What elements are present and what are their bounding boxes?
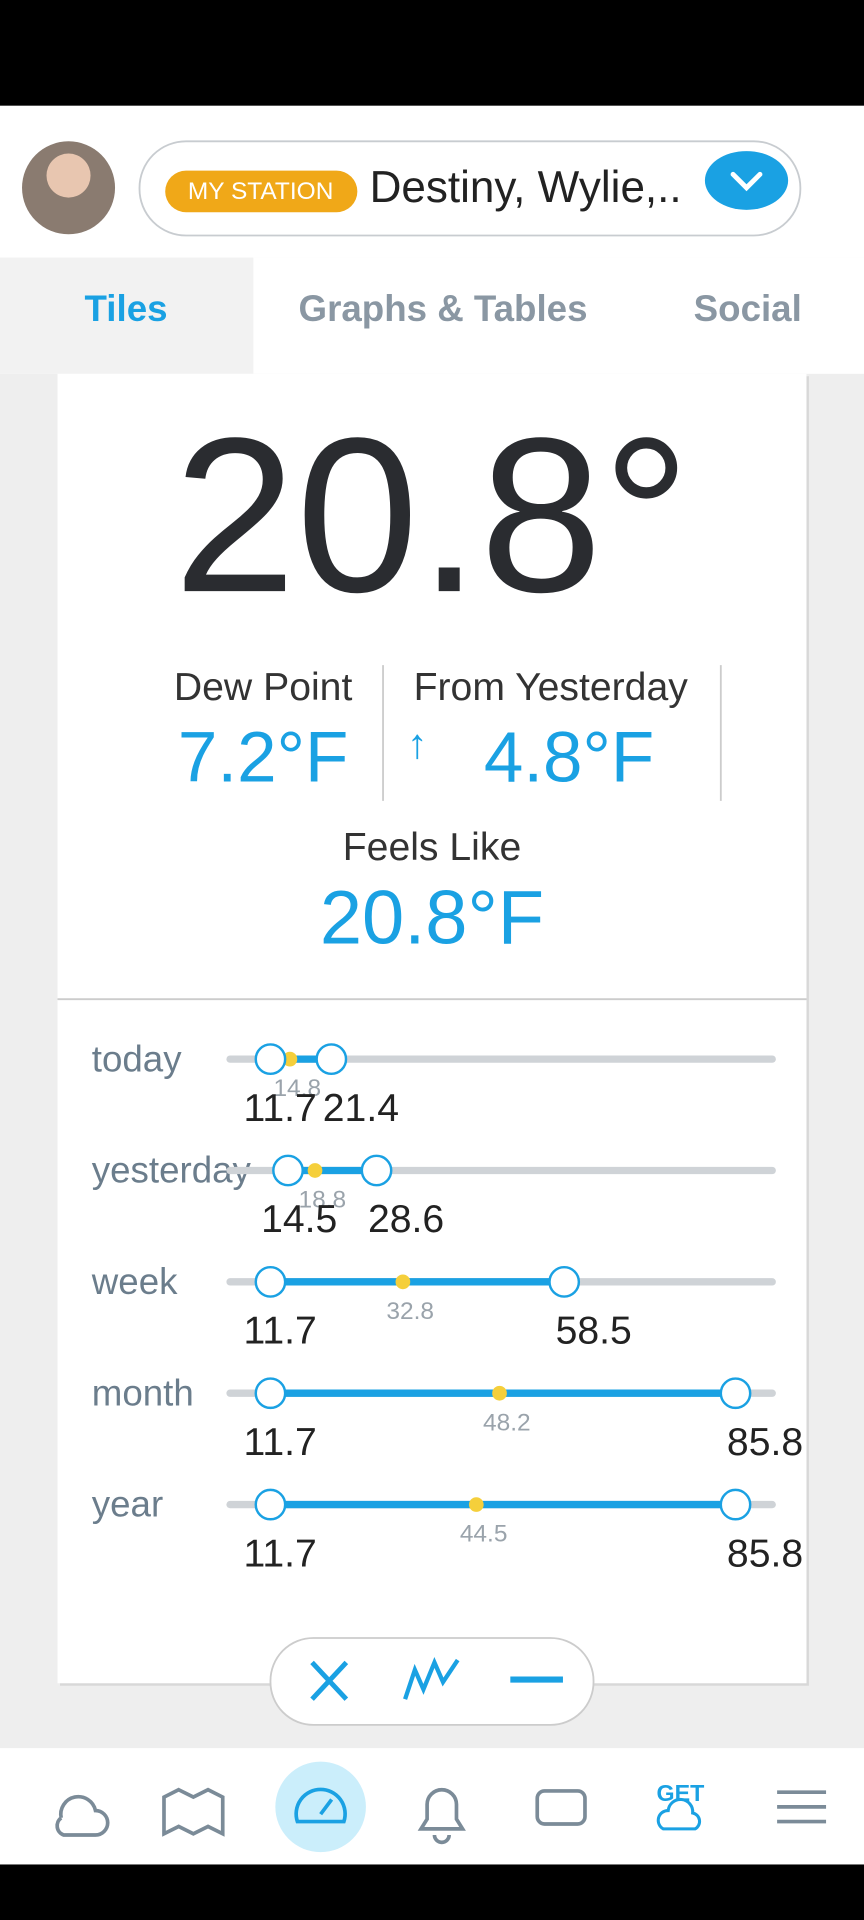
average-label: 32.8 (386, 1298, 434, 1325)
low-label: 11.7 (244, 1310, 317, 1353)
from-yesterday-label: From Yesterday (414, 666, 689, 709)
high-knob (719, 1488, 752, 1521)
nav-map[interactable] (162, 1787, 225, 1837)
nav-icons (55, 1787, 827, 1845)
badge (165, 170, 358, 213)
nav-get[interactable]: GET (657, 1780, 705, 1806)
nav-menu[interactable] (777, 1790, 827, 1824)
average-dot (492, 1385, 507, 1401)
station-name: Destiny, Wylie,.. (370, 163, 682, 212)
low-knob (254, 1377, 287, 1410)
low-label: 11.7 (244, 1421, 317, 1464)
badge-text: MY STATION (188, 178, 333, 205)
high-label: 28.6 (368, 1198, 444, 1241)
high-label: 85.8 (727, 1532, 803, 1575)
average-label: 44.5 (460, 1521, 508, 1548)
nav-get-cloud (656, 1797, 702, 1831)
average-dot (468, 1497, 484, 1512)
low-knob (254, 1488, 287, 1521)
dropdown-button[interactable] (704, 151, 789, 210)
high-knob (360, 1154, 393, 1187)
low-knob (254, 1265, 287, 1298)
dew-point: 7.2°F (178, 719, 348, 798)
feels-like-label: Feels Like (343, 826, 521, 869)
average-dot (307, 1163, 323, 1178)
chevron (730, 171, 763, 192)
average-dot (282, 1051, 298, 1067)
avatar-face (46, 153, 91, 198)
low-label: 14.5 (261, 1198, 337, 1241)
range-period: year (92, 1484, 163, 1525)
high-label: 21.4 (323, 1087, 399, 1130)
average-label: 18.8 (299, 1187, 347, 1214)
nav-forecast[interactable] (55, 1794, 110, 1837)
high-knob (548, 1265, 581, 1298)
high-label: 58.5 (556, 1310, 632, 1353)
average-label: 48.2 (483, 1409, 531, 1436)
dew-point-label: Dew Point (174, 666, 353, 709)
tile-controls (269, 1637, 595, 1726)
temperature: 20.8° (174, 392, 691, 638)
nav-alerts[interactable] (417, 1787, 466, 1845)
nav-dashboard (294, 1787, 347, 1824)
feels-like: 20.8°F (320, 875, 544, 960)
average-dot (395, 1274, 411, 1290)
tab[interactable]: Graphs & Tables (299, 288, 588, 329)
low-knob (254, 1043, 287, 1076)
close-button[interactable] (310, 1660, 349, 1701)
card (57, 373, 807, 1684)
low-label: 11.7 (244, 1087, 317, 1130)
low-knob (272, 1154, 304, 1187)
from-yesterday: 4.8°F (484, 719, 654, 798)
range-period: month (92, 1372, 194, 1413)
high-knob (315, 1043, 348, 1076)
nav-bar (0, 1748, 864, 1865)
graph-button[interactable] (403, 1656, 460, 1700)
range-period: yesterday (92, 1150, 252, 1191)
low-label: 11.7 (244, 1532, 317, 1575)
trend-arrow: ↑ (407, 720, 428, 767)
tab-active (0, 257, 254, 374)
range-period: today (92, 1038, 182, 1079)
tab[interactable]: Tiles (85, 288, 168, 329)
nav-messages[interactable] (535, 1789, 587, 1826)
high-label: 85.8 (727, 1421, 803, 1464)
tab[interactable]: Social (694, 288, 802, 329)
average-label: 14.8 (273, 1075, 321, 1102)
nav-dashboard-active[interactable] (275, 1761, 366, 1853)
range-period: week (91, 1261, 178, 1302)
high-knob (719, 1377, 752, 1410)
